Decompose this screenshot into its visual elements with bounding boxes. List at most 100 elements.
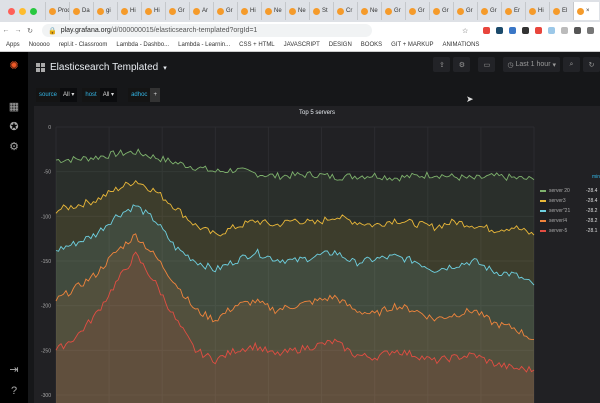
bookmark-item[interactable]: repl.it - Classroom: [58, 42, 108, 48]
browser-tab[interactable]: Da: [69, 2, 93, 20]
favicon-icon: [337, 7, 344, 15]
browser-tab[interactable]: Er: [501, 2, 525, 20]
browser-tab[interactable]: Ne: [357, 2, 381, 20]
browser-tab[interactable]: Gr: [213, 2, 237, 20]
refresh-button[interactable]: ↻: [583, 57, 600, 72]
browser-tab[interactable]: Gr: [381, 2, 405, 20]
tab-title: Da: [82, 8, 90, 14]
browser-tab[interactable]: Gr: [429, 2, 453, 20]
legend-item[interactable]: server/4 -28.2: [540, 216, 600, 226]
legend-header-min[interactable]: min: [591, 174, 600, 180]
series-line[interactable]: [55, 204, 535, 286]
tab-title: Er: [514, 8, 520, 14]
bookmark-item[interactable]: Apps: [6, 42, 20, 48]
dashboard-grid-icon: [36, 63, 45, 72]
browser-tab[interactable]: Gr: [477, 2, 501, 20]
time-picker-button[interactable]: ◷ Last 1 hour ▾: [503, 57, 560, 72]
tv-mode-button[interactable]: ▭: [478, 57, 496, 72]
window-controls[interactable]: [0, 7, 45, 15]
browser-tab[interactable]: Gr: [165, 2, 189, 20]
browser-tab[interactable]: El: [549, 2, 573, 20]
series-line[interactable]: [55, 148, 535, 182]
help-icon[interactable]: ?: [10, 385, 18, 397]
mouse-cursor: ➤: [466, 94, 474, 104]
star-icon[interactable]: ☆: [462, 27, 469, 35]
browser-tab[interactable]: Ne: [285, 2, 309, 20]
bookmark-item[interactable]: JAVASCRIPT: [283, 42, 320, 48]
tab-title: Ar: [202, 8, 208, 14]
bookmark-item[interactable]: BOOKS: [360, 42, 383, 48]
browser-tab[interactable]: St: [309, 2, 333, 20]
dashboards-icon[interactable]: ▦: [8, 101, 20, 113]
browser-tab[interactable]: gi: [93, 2, 117, 20]
variable-source[interactable]: source All ▾: [36, 88, 78, 102]
browser-tab[interactable]: ×: [573, 2, 599, 20]
dashboard-title[interactable]: Elasticsearch Templated ▾: [36, 62, 167, 73]
series-line[interactable]: [55, 233, 535, 341]
grafana-logo-icon[interactable]: ✺: [9, 60, 19, 72]
tab-title: Gr: [178, 8, 185, 14]
favicon-icon: [49, 7, 56, 15]
lock-icon: 🔒: [48, 27, 57, 35]
reload-icon[interactable]: ↻: [27, 27, 33, 35]
series-area: [56, 180, 534, 403]
bookmark-item[interactable]: ANIMATIONS: [442, 42, 480, 48]
browser-tab[interactable]: Cr: [333, 2, 357, 20]
legend-item[interactable]: server"21 -28.2: [540, 206, 600, 216]
url-input[interactable]: 🔒 play.grafana.org/d/000000015/elasticsea…: [42, 24, 372, 37]
tab-title: Gr: [442, 8, 449, 14]
share-button[interactable]: ⇪: [433, 57, 451, 72]
bookmarks-bar: Apps Nooooo repl.it - Classroom Lambda - Da…: [0, 39, 600, 52]
y-tick-label: 0: [48, 125, 51, 131]
browser-tab[interactable]: Hi: [525, 2, 549, 20]
y-tick-label: -300: [41, 393, 51, 399]
browser-tab[interactable]: Hi: [237, 2, 261, 20]
series-line[interactable]: [55, 179, 535, 237]
browser-tab[interactable]: Gr: [405, 2, 429, 20]
bookmark-item[interactable]: DESIGN: [328, 42, 352, 48]
zoom-out-button[interactable]: ⌕: [563, 57, 580, 72]
series-area: [56, 149, 534, 403]
tab-title: Hi: [250, 8, 256, 14]
bookmark-item[interactable]: Lambda - Learnin...: [178, 42, 231, 48]
favicon-icon: [481, 7, 488, 15]
add-filter-button[interactable]: +: [150, 88, 160, 102]
browser-tab[interactable]: Produ: [45, 2, 69, 20]
bookmark-item[interactable]: CSS + HTML: [239, 42, 275, 48]
tab-title: Produ: [58, 8, 69, 14]
time-range-label: Last 1 hour: [515, 61, 551, 68]
url-path: /d/000000015/elasticsearch-templated?org…: [110, 27, 258, 34]
browser-tab[interactable]: Gr: [453, 2, 477, 20]
favicon-icon: [529, 7, 536, 15]
back-icon[interactable]: ←: [2, 27, 10, 34]
bookmark-item[interactable]: Lambda - Dashbo...: [116, 42, 170, 48]
tab-title: Hi: [154, 8, 160, 14]
tab-title: Ne: [298, 8, 306, 14]
bookmark-item[interactable]: GIT + MARKUP: [391, 42, 434, 48]
settings-button[interactable]: ⚙: [453, 57, 471, 72]
browser-tab[interactable]: Hi: [117, 2, 141, 20]
tab-title: Gr: [418, 8, 425, 14]
gear-icon[interactable]: ⚙: [9, 141, 19, 153]
explore-icon[interactable]: ✪: [9, 121, 19, 133]
sign-in-icon[interactable]: ⇥: [9, 364, 19, 376]
legend-item[interactable]: server 20 -28.4: [540, 186, 600, 196]
legend-item[interactable]: server3 -28.4: [540, 196, 600, 206]
tab-title: Ne: [274, 8, 282, 14]
favicon-icon: [505, 7, 512, 15]
variable-select[interactable]: All ▾: [60, 88, 78, 102]
variable-host[interactable]: host All ▾: [82, 88, 118, 102]
panel-title[interactable]: Top 5 servers: [298, 110, 335, 116]
forward-icon[interactable]: →: [14, 27, 22, 34]
bookmark-item[interactable]: Nooooo: [28, 42, 50, 48]
graph-plot[interactable]: 0 -50 -100 -150 -200 -250 -300: [34, 106, 540, 403]
legend-item[interactable]: server-5 -28.1: [540, 226, 600, 236]
browser-tab[interactable]: Ne: [261, 2, 285, 20]
favicon-icon: [97, 7, 104, 15]
browser-tab[interactable]: Hi: [141, 2, 165, 20]
series-line[interactable]: [55, 251, 535, 373]
browser-tab[interactable]: Ar: [189, 2, 213, 20]
variable-select[interactable]: All ▾: [99, 88, 118, 102]
series-area: [56, 233, 534, 403]
variable-adhoc[interactable]: adhoc +: [128, 88, 160, 102]
